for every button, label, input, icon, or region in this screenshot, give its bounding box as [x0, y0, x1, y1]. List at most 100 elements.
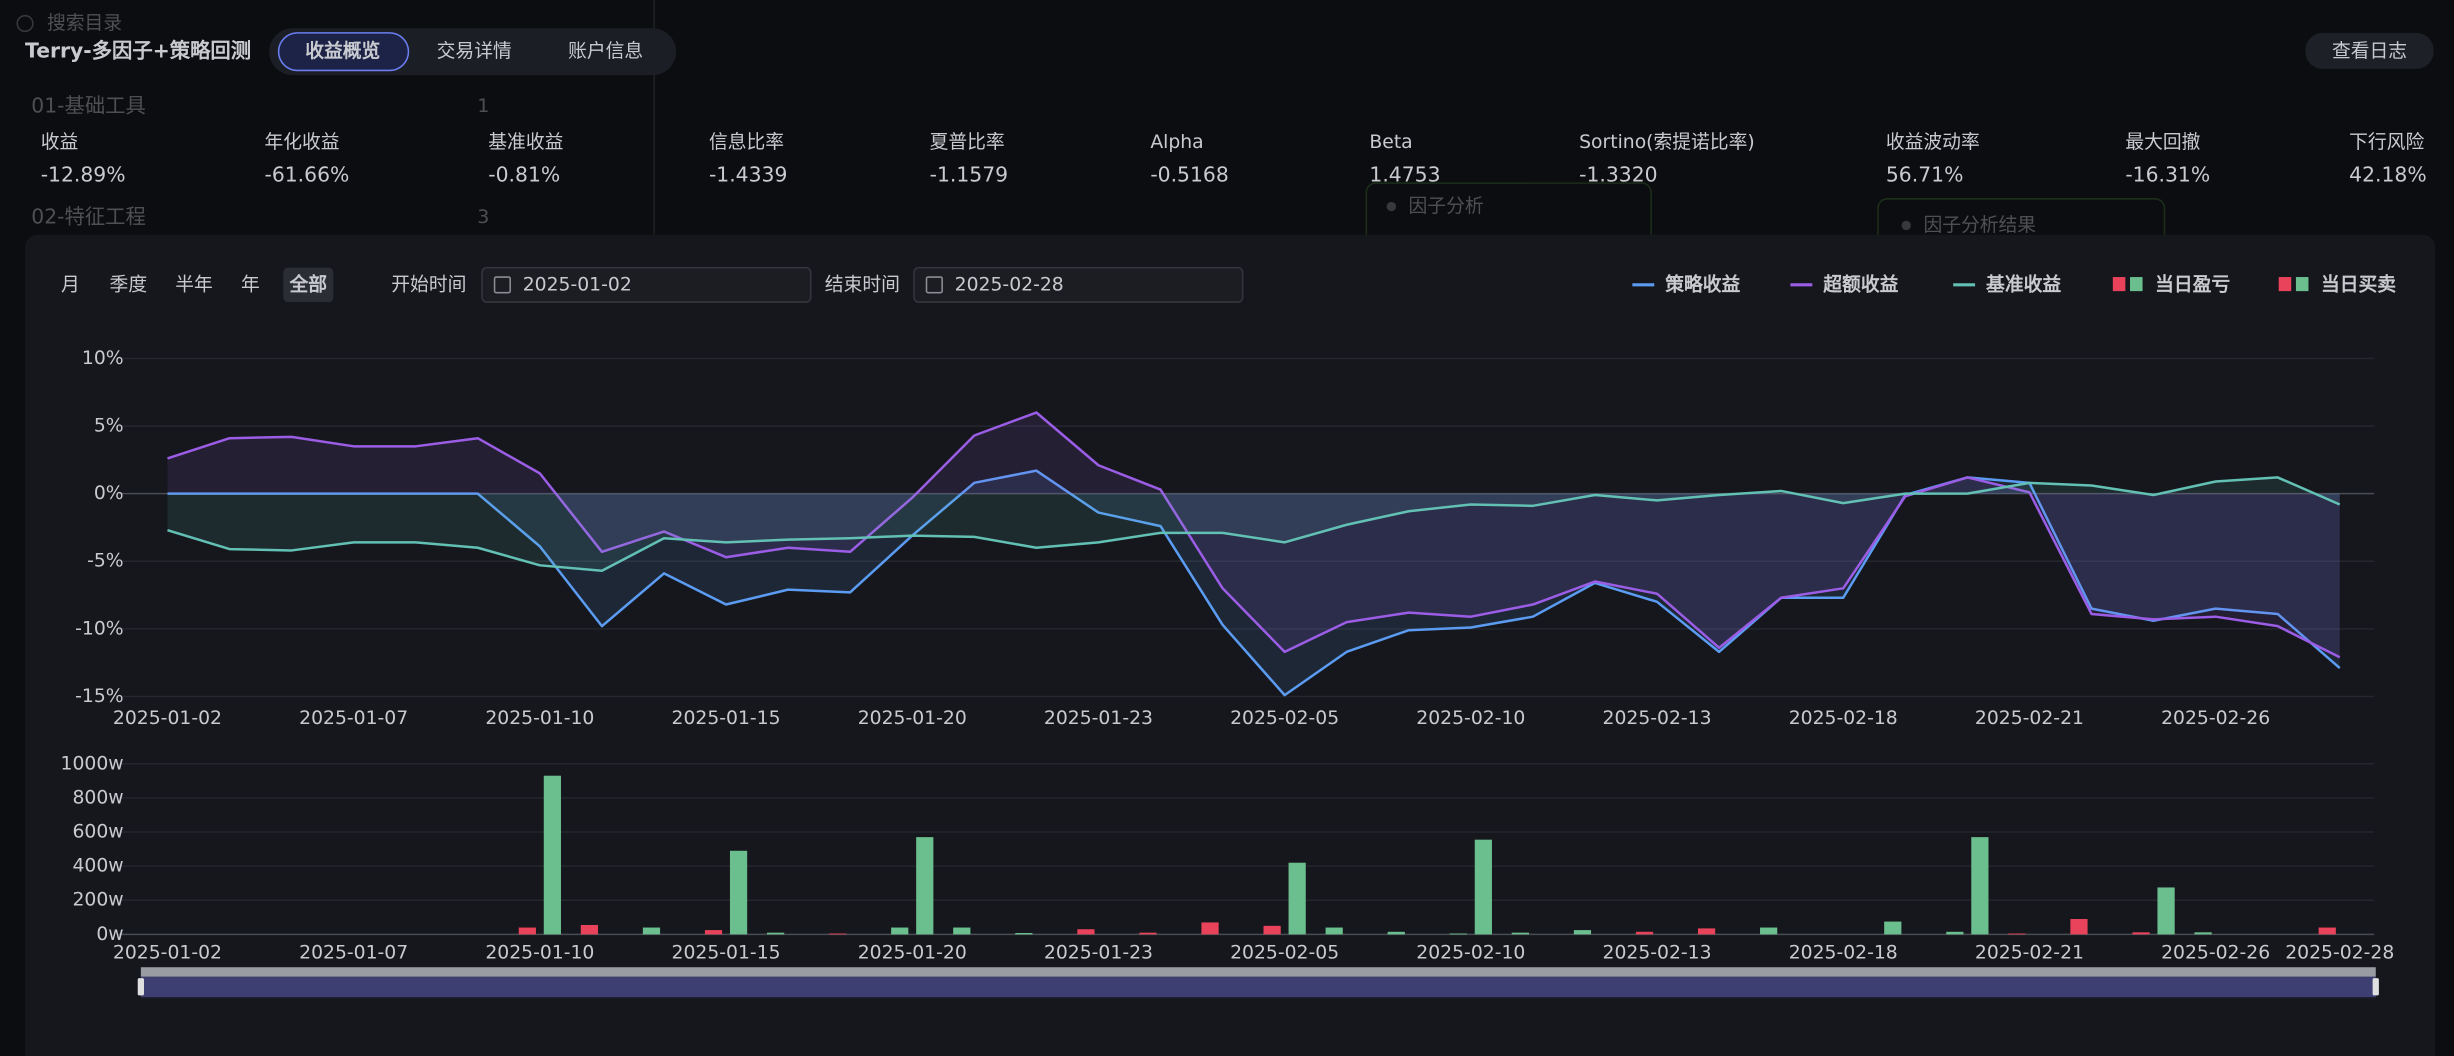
section-title: 02-特征工程: [31, 205, 146, 229]
y-tick-label: 600w: [72, 822, 123, 843]
legend-swatch: [2130, 277, 2143, 292]
period-button[interactable]: 年: [241, 273, 260, 295]
zoom-bar[interactable]: [140, 967, 2376, 977]
line: [167, 476, 2341, 572]
date-value[interactable]: 2025-01-02: [523, 274, 632, 295]
zoom-slider: [137, 967, 2379, 999]
date-input[interactable]: [913, 266, 1244, 303]
y-tick-label: 0w: [96, 924, 123, 945]
metric-value: -61.66%: [264, 162, 349, 186]
bar: [1971, 837, 1989, 935]
legend-label[interactable]: 基准收益: [1986, 272, 2061, 295]
section-count: 3: [477, 207, 489, 228]
x-tick-label: 2025-02-21: [1975, 943, 2084, 964]
metric-value: -12.89%: [41, 162, 126, 186]
x-tick-label: 2025-01-02: [113, 943, 222, 964]
line: [167, 469, 2341, 697]
legend-label[interactable]: 超额收益: [1822, 272, 1898, 295]
x-tick-label: 2025-02-10: [1416, 943, 1525, 964]
y-tick-label: 200w: [72, 890, 123, 911]
period-button[interactable]: 月: [61, 274, 80, 295]
y-tick-label: -15%: [75, 686, 123, 707]
bar: [1325, 927, 1343, 935]
x-tick-label: 2025-02-18: [1789, 943, 1898, 964]
bar: [1697, 928, 1716, 935]
bar: [1635, 931, 1654, 935]
y-tick-label: -5%: [87, 551, 124, 572]
metric-value: 1.4753: [1369, 162, 1440, 186]
metric-label: 信息比率: [709, 131, 784, 153]
metric-value: -0.81%: [488, 162, 560, 186]
bar: [829, 933, 847, 935]
metric-label: 夏普比率: [930, 131, 1005, 153]
bar: [1139, 932, 1157, 935]
x-tick-label: 2025-02-28: [2285, 943, 2394, 964]
x-tick-label: 2025-01-15: [672, 943, 781, 964]
zoom-handle[interactable]: [2372, 978, 2379, 996]
metrics: 收益 -12.89% 年化收益 -61.66% 基准收益 -0.81% 信息比率 -1.433…: [41, 131, 2427, 186]
period-button[interactable]: 半年: [175, 273, 213, 295]
period-button[interactable]: 全部: [289, 272, 328, 295]
bar: [1884, 921, 1902, 935]
tab[interactable]: 交易详情: [437, 40, 512, 62]
section-title: 01-基础工具: [31, 93, 146, 117]
legend-label[interactable]: 当日盈亏: [2155, 272, 2230, 295]
search-icon: [16, 14, 34, 33]
log-button-label[interactable]: 查看日志: [2332, 40, 2407, 62]
bar: [1474, 839, 1492, 935]
legend-label[interactable]: 当日买卖: [2321, 272, 2396, 295]
card-dot: [1386, 201, 1397, 212]
legend-swatch: [2278, 277, 2292, 292]
date-input[interactable]: [481, 266, 812, 303]
date-value[interactable]: 2025-02-28: [955, 274, 1064, 295]
metric-value: -16.31%: [2125, 162, 2210, 186]
bar: [1449, 933, 1467, 935]
period-button[interactable]: 季度: [110, 273, 148, 295]
tab[interactable]: 账户信息: [568, 40, 643, 62]
bar: [580, 924, 599, 935]
x-tick-label: 2025-01-23: [1044, 943, 1153, 964]
bar: [1946, 931, 1964, 935]
x-tick-label: 2025-02-26: [2161, 708, 2270, 729]
zoom-handle[interactable]: [137, 978, 144, 996]
controls: 月 季度 半年 年 全部 开始时间 2025-01-02 结束时间 2025-02-28: [61, 266, 1244, 303]
bar: [1288, 862, 1306, 935]
bar: [2008, 933, 2026, 935]
legend-label[interactable]: 策略收益: [1665, 272, 1740, 295]
search-text: 搜索目录: [47, 12, 122, 34]
line: [167, 411, 2341, 659]
y-tick-label: 1000w: [61, 753, 124, 774]
bar: [2132, 932, 2150, 935]
x-tick-label: 2025-02-05: [1230, 943, 1339, 964]
metric-label: Beta: [1369, 132, 1412, 153]
date-label: 结束时间: [825, 273, 900, 295]
y-tick-label: 10%: [82, 348, 124, 369]
x-tick-label: 2025-02-26: [2161, 943, 2270, 964]
bar: [766, 932, 785, 935]
metric-value: -1.1579: [930, 162, 1008, 186]
bar: [704, 930, 723, 935]
log-button[interactable]: [2305, 32, 2434, 69]
metric-label: 基准收益: [488, 131, 563, 153]
bar: [2194, 932, 2212, 935]
x-tick-label: 2025-01-23: [1044, 708, 1153, 729]
bar: [543, 775, 561, 935]
metric-value: 42.18%: [2349, 162, 2427, 186]
tab-active[interactable]: [277, 32, 410, 72]
bar: [953, 927, 971, 935]
bar: [1077, 929, 1095, 935]
x-tick-label: 2025-02-05: [1230, 708, 1339, 729]
bar: [1511, 932, 1529, 935]
x-tick-label: 2025-01-20: [858, 943, 967, 964]
x-tick-label: 2025-02-18: [1789, 708, 1898, 729]
metric-label: 最大回撤: [2125, 131, 2200, 153]
metric-label: Sortino(索提诺比率): [1579, 131, 1755, 153]
tabs: 收益概览 交易详情 账户信息: [277, 32, 643, 72]
tab[interactable]: 收益概览: [305, 39, 380, 62]
bar: [2318, 927, 2336, 935]
bar: [1760, 927, 1778, 935]
period-active[interactable]: [283, 267, 334, 303]
area: [167, 477, 2340, 571]
area: [167, 470, 2340, 696]
